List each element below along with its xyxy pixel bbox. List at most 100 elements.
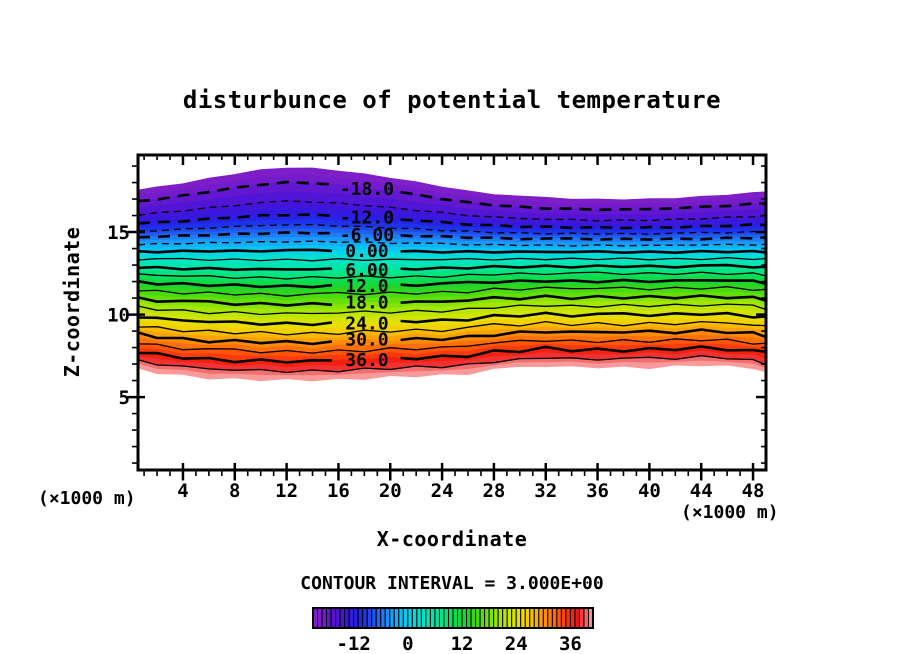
colorbar-cell	[479, 607, 486, 629]
contour-line	[137, 248, 333, 254]
colorbar-cell	[344, 607, 350, 629]
colorbar-cell	[429, 607, 436, 629]
colorbar-cell	[420, 607, 427, 629]
contour-line	[400, 234, 767, 241]
x-unit-left-label: (×1000 m)	[38, 488, 136, 509]
colorbar-cell	[511, 607, 517, 629]
colorbar-cell	[502, 607, 508, 629]
colorbar-cell	[407, 607, 413, 629]
colorbar-cell	[578, 607, 585, 629]
colorbar-cell	[384, 607, 391, 629]
x-axis-label: X-coordinate	[376, 527, 528, 551]
colorbar-cell	[357, 607, 364, 629]
colorbar-cell	[466, 607, 472, 629]
colorbar-cell	[362, 607, 368, 629]
colorbar-cell	[425, 607, 431, 629]
contour-line	[137, 200, 767, 222]
colorbar-cell	[348, 607, 355, 629]
contour-line	[137, 213, 333, 225]
contour-line	[400, 218, 767, 230]
x-tick-label: 48	[742, 480, 765, 502]
contour-line	[137, 223, 767, 235]
contour-line	[137, 180, 333, 203]
colorbar-cell	[556, 607, 562, 629]
colorbar-cell	[411, 607, 418, 629]
contour-line	[137, 240, 767, 247]
colorbar-cell	[330, 607, 337, 629]
colorbar-cell	[416, 607, 422, 629]
contour-line	[137, 355, 767, 374]
contour-line	[137, 286, 767, 297]
colorbar-cell	[326, 607, 332, 629]
x-tick-label: 36	[586, 480, 609, 502]
x-tick-label: 32	[534, 480, 557, 502]
colorbar-tick-label: 36	[559, 633, 582, 654]
contour-line	[137, 257, 767, 262]
contour-line	[400, 190, 766, 212]
colorbar-cell	[529, 607, 535, 629]
x-tick-label: 20	[379, 480, 402, 502]
chart-title: disturbunce of potential temperature	[182, 86, 722, 114]
colorbar-cell	[353, 607, 359, 629]
contour-line	[400, 311, 767, 324]
colorbar-cell	[438, 607, 445, 629]
colorbar-cell	[434, 607, 440, 629]
contour-label: -12.0	[340, 208, 394, 229]
colorbar-cell	[398, 607, 404, 629]
colorbar-cell	[515, 607, 522, 629]
colorbar-frame	[312, 607, 594, 629]
y-tick-label: 10	[107, 305, 130, 327]
plot-frame	[136, 153, 768, 472]
colorbar-cell	[565, 607, 571, 629]
colorbar-cell	[583, 607, 589, 629]
y-axis-label: Z-coordinate	[60, 226, 84, 378]
colorbar-cell	[335, 607, 341, 629]
x-tick-label: 24	[431, 480, 454, 502]
y-tick-label: 5	[119, 387, 130, 409]
contour-line	[137, 351, 333, 364]
contour-line	[137, 320, 767, 336]
colorbar-cell	[371, 607, 377, 629]
contour-line	[137, 338, 767, 354]
colorbar-cell	[547, 607, 553, 629]
colorbar-cell	[497, 607, 504, 629]
contour-line	[400, 263, 767, 271]
x-tick-label: 28	[482, 480, 505, 502]
contour-label: 36.0	[345, 350, 388, 371]
colorbar-cell	[484, 607, 490, 629]
x-tick-label: 40	[638, 480, 661, 502]
colorbar-cell	[452, 607, 459, 629]
colorbar-tick-label: 12	[451, 633, 474, 654]
contour-interval-label: CONTOUR INTERVAL = 3.000E+00	[300, 573, 604, 594]
contour-line	[137, 265, 333, 272]
colorbar-cell	[488, 607, 495, 629]
colorbar-cell	[375, 607, 382, 629]
x-tick-label: 8	[229, 480, 240, 502]
contour-line	[137, 279, 333, 289]
x-tick-label: 4	[177, 480, 188, 502]
colorbar-cell	[366, 607, 373, 629]
contour-label: 12.0	[345, 276, 388, 297]
colorbar-cell	[520, 607, 526, 629]
contour-line	[400, 328, 767, 342]
contour-line	[400, 294, 767, 305]
colorbar-tick-label: -12	[336, 633, 370, 654]
contour-line	[400, 278, 767, 288]
contour-label: 0.00	[345, 241, 388, 262]
colorbar-tick-label: 0	[402, 633, 413, 654]
x-tick-label: 12	[275, 480, 298, 502]
colorbar-cell	[524, 607, 531, 629]
colorbar-cell	[461, 607, 468, 629]
colorbar-cell	[506, 607, 513, 629]
colorbar-cell	[574, 607, 580, 629]
colorbar-cell	[321, 607, 328, 629]
x-tick-label: 44	[690, 480, 713, 502]
colorbar-cell	[475, 607, 481, 629]
colorbar-cell	[493, 607, 499, 629]
contour-line	[400, 345, 767, 361]
contour-line	[137, 316, 333, 327]
colorbar-cell	[551, 607, 558, 629]
colorbar-cell	[317, 607, 323, 629]
